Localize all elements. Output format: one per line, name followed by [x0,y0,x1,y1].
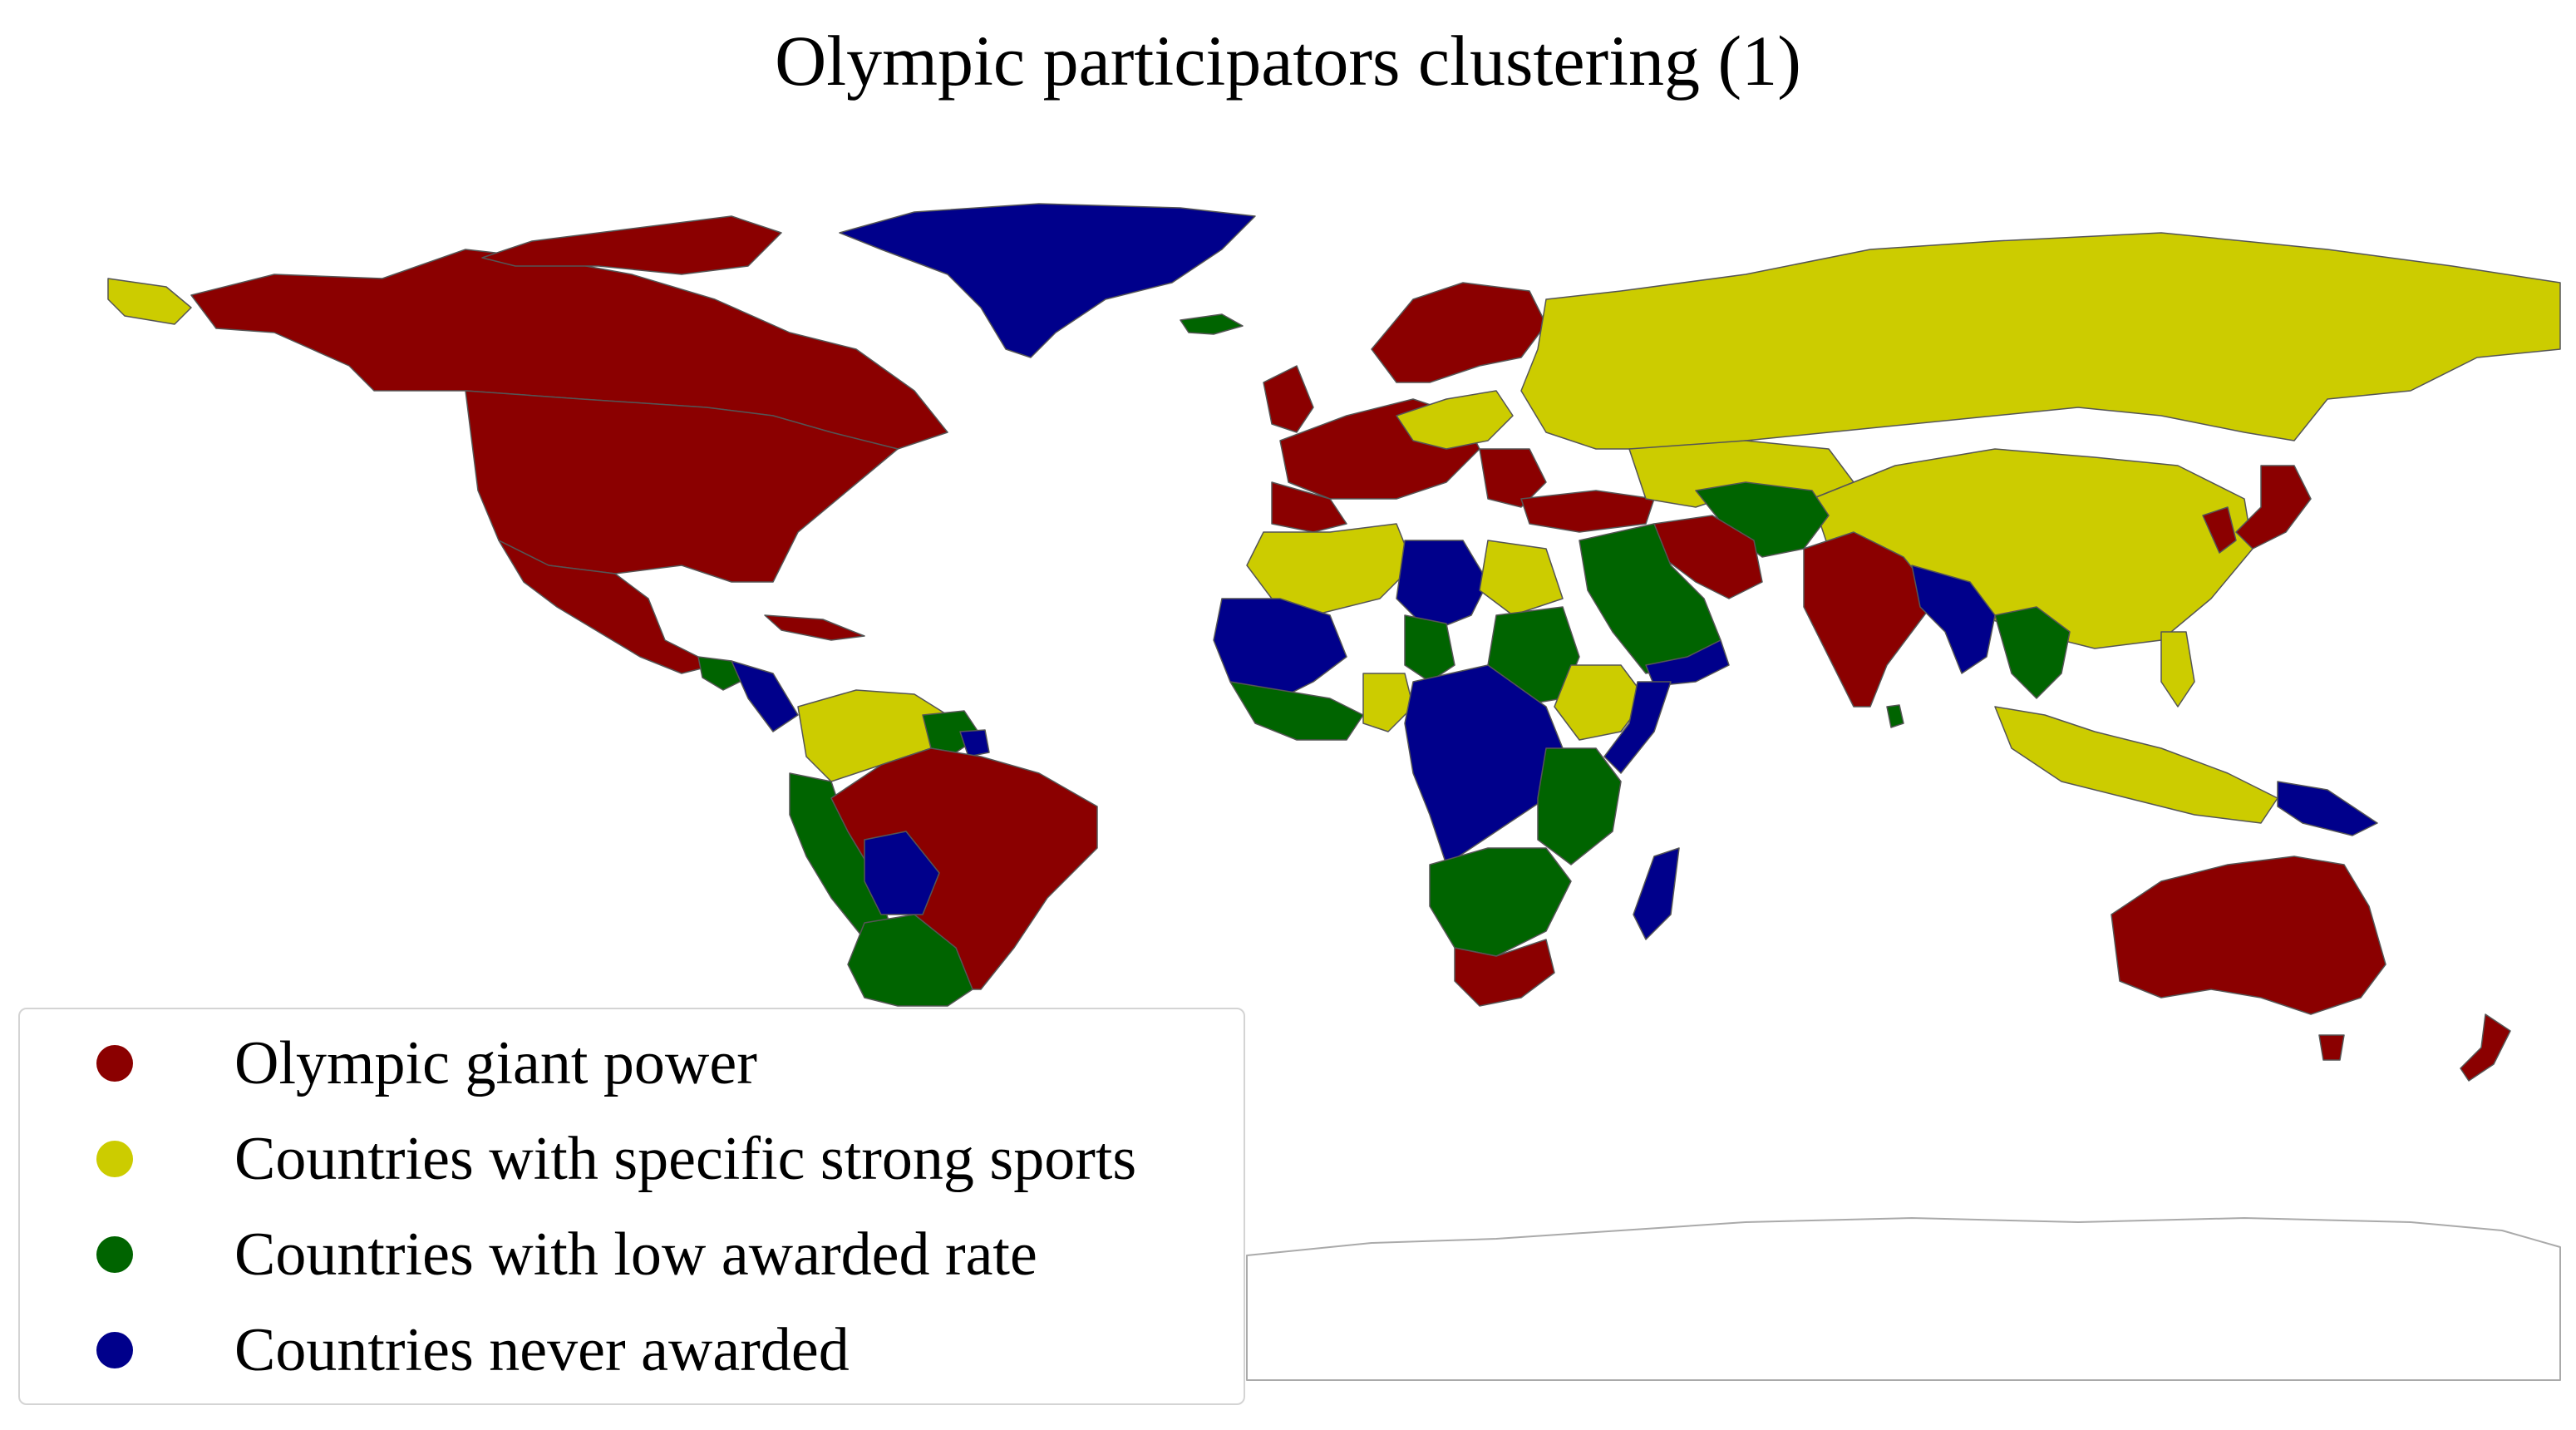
region-central-africa [1404,664,1564,865]
legend-marker [96,1141,133,1177]
region-southern-africa [1429,847,1572,957]
legend-item-giant: Olympic giant power [20,1022,1242,1105]
legend-label: Countries with specific strong sports [234,1125,1137,1193]
region-nigeria [1362,673,1414,732]
region-indochina [1994,606,2071,699]
legend-item-strong: Countries with specific strong sports [20,1117,1242,1201]
legend-label: Countries never awarded [234,1316,850,1384]
region-central-europe [1396,390,1514,450]
region-iceland [1180,313,1244,335]
region-chad [1404,614,1455,683]
region-bangladesh-myanmar [1911,565,1996,674]
region-turkey [1520,490,1655,533]
region-tasmania [2318,1034,2345,1061]
region-bolivia [864,831,940,915]
region-japan [2235,465,2312,550]
legend-marker [96,1236,133,1273]
legend-label: Countries with low awarded rate [234,1220,1037,1289]
region-india [1803,531,1938,708]
legend-marker [96,1045,133,1082]
region-srilanka [1886,704,1904,728]
map-title: Olympic participators clustering (1) [775,21,1801,101]
region-alaska [107,278,192,325]
region-balkans [1479,448,1547,508]
region-greenland [839,203,1256,358]
region-canada-arctic [481,215,782,275]
region-philippines [2160,631,2195,708]
region-suriname [959,729,990,757]
region-west-africa [1213,598,1347,708]
region-png [2277,781,2378,836]
antarctica [1246,1217,2561,1381]
region-australia [2111,856,2386,1015]
legend-label: Olympic giant power [234,1029,757,1097]
region-west-africa-green [1229,681,1364,741]
region-russia [1520,232,2561,450]
region-madagascar [1633,847,1680,940]
region-central-america-blue [731,660,799,732]
region-ethiopia [1554,664,1647,741]
region-north-africa [1246,523,1414,616]
region-scandinavia [1371,282,1547,383]
region-egypt [1479,540,1564,616]
legend-item-never: Countries never awarded [20,1309,1242,1392]
region-southeast-asia [1994,706,2278,824]
region-southern-cone [847,914,973,1007]
region-korea [2202,506,2237,554]
legend-item-low: Countries with low awarded rate [20,1213,1242,1296]
region-south-africa [1454,939,1555,1007]
region-libya [1396,540,1489,633]
region-iberia [1271,481,1347,533]
region-somalia [1603,681,1672,774]
region-new-zealand [2460,1013,2511,1082]
region-uk [1263,365,1314,433]
region-east-africa [1537,747,1622,865]
legend-marker [96,1332,133,1368]
region-cuba [764,614,865,641]
legend: Olympic giant power Countries with speci… [18,1008,1245,1405]
